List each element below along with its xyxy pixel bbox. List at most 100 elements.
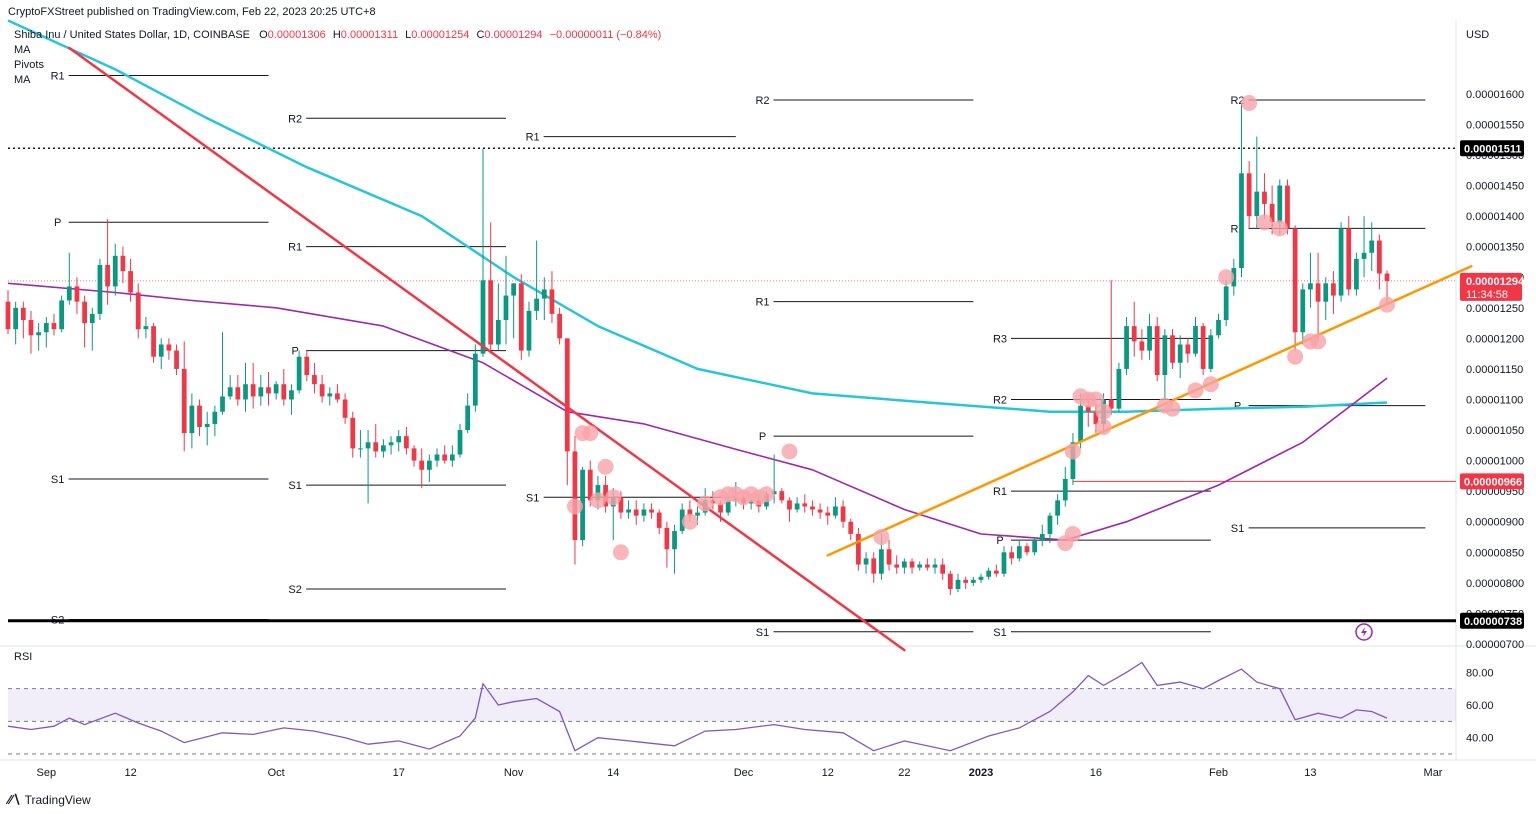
- candle-body: [181, 368, 187, 434]
- candle-body: [335, 393, 340, 400]
- candle-body: [327, 393, 333, 397]
- price-axis[interactable]: 0.000007000.000007500.000008000.00000850…: [1460, 89, 1525, 651]
- candle-body: [158, 344, 164, 357]
- touch-marker: [1087, 391, 1104, 408]
- price-tick-label: 0.00001150: [1466, 364, 1523, 376]
- candle-body: [802, 503, 808, 507]
- candle-body: [840, 506, 846, 522]
- indicator-ma-fast[interactable]: MA: [14, 44, 31, 56]
- candle-body: [549, 289, 555, 314]
- pivot-label: R1: [755, 297, 769, 309]
- ohlc-change: −0.00000011 (−0.84%): [549, 29, 662, 41]
- candle-body: [1162, 335, 1168, 376]
- candle-body: [74, 286, 80, 302]
- time-tick-label: 14: [607, 767, 619, 779]
- candle-body: [794, 503, 800, 510]
- touch-marker: [1379, 296, 1396, 313]
- candle-body: [472, 353, 478, 406]
- tradingview-logo[interactable]: ⁄⁄∖ TradingView: [8, 792, 91, 808]
- candle-body: [863, 558, 869, 565]
- candle-body: [1331, 283, 1336, 296]
- candle-body: [1308, 283, 1313, 290]
- candle-body: [917, 564, 923, 568]
- tradingview-icon: ⁄⁄∖: [8, 792, 21, 807]
- chart-grid: [0, 20, 1536, 761]
- time-tick-label: Feb: [1209, 767, 1228, 779]
- symbol-title[interactable]: Shiba Inu / United States Dollar, 1D, CO…: [14, 29, 251, 41]
- candle-body: [166, 344, 172, 351]
- currency-label: USD: [1466, 29, 1490, 41]
- candle-body: [886, 549, 892, 565]
- candle-body: [649, 509, 654, 513]
- time-tick-label: 13: [1304, 767, 1316, 779]
- candle-body: [587, 469, 593, 501]
- candle-body: [787, 500, 792, 510]
- ohlc-high: H0.00001311: [332, 29, 399, 41]
- touch-marker: [605, 489, 622, 506]
- trendlines[interactable]: [68, 46, 1473, 652]
- indicator-pivots[interactable]: Pivots: [14, 59, 44, 71]
- candle-body: [1338, 228, 1344, 296]
- price-tick-label: 0.00001250: [1466, 303, 1524, 315]
- touch-marker: [758, 486, 775, 503]
- candle-body: [89, 313, 95, 324]
- time-tick-label: 2023: [969, 767, 993, 779]
- candle-body: [135, 292, 141, 330]
- pivot-label: S1: [51, 474, 64, 486]
- price-tag: [1460, 612, 1524, 629]
- candle-body: [1223, 286, 1229, 321]
- rsi-label[interactable]: RSI: [14, 651, 33, 663]
- touch-marker: [1187, 382, 1204, 399]
- touch-marker: [1095, 403, 1112, 420]
- lightning-icon[interactable]: [1355, 623, 1373, 641]
- ma-slow-line: [7, 19, 1388, 413]
- candle-body: [1292, 228, 1298, 333]
- candle-body: [112, 255, 118, 287]
- candle-body: [495, 320, 501, 345]
- price-tick-label: 0.00001400: [1466, 211, 1524, 223]
- candle-body: [1001, 552, 1007, 574]
- rsi-pane: 40.00 60.00 80.00: [7, 661, 1494, 755]
- price-tag-value: 0.00000738: [1464, 616, 1522, 628]
- candle-body: [656, 512, 662, 528]
- touch-marker: [1164, 400, 1181, 417]
- pivot-label: P: [996, 535, 1003, 547]
- downtrend-line: [68, 46, 906, 652]
- candle-body: [427, 460, 432, 470]
- touch-marker: [566, 498, 583, 515]
- candle-body: [978, 576, 984, 580]
- indicator-ma-slow[interactable]: MA: [14, 74, 31, 86]
- price-tick-label: 0.00000900: [1466, 517, 1524, 529]
- touch-marker: [1064, 525, 1081, 542]
- candle-body: [227, 387, 233, 397]
- candle-body: [381, 445, 386, 452]
- candle-body: [243, 384, 248, 400]
- time-tick-label: Mar: [1424, 767, 1443, 779]
- candle-body: [220, 396, 225, 412]
- pivot-label: P: [1234, 401, 1241, 413]
- time-axis[interactable]: Sep 12 Oct 17 Nov 14 Dec 12 22 2023 16 Feb 13 Mar: [37, 767, 1443, 779]
- pivot-label: S2: [288, 584, 301, 596]
- touch-marker: [589, 492, 606, 509]
- ohlc-open: O0.00001306: [259, 29, 326, 41]
- candle-body: [1262, 191, 1267, 204]
- candle-body: [1047, 515, 1053, 534]
- price-tick-label: 0.00000800: [1466, 578, 1524, 590]
- candle-body: [434, 454, 440, 461]
- pivot-label: S1: [526, 492, 539, 504]
- candle-body: [404, 436, 409, 449]
- rsi-tick-label: 60.00: [1466, 700, 1494, 712]
- candle-body: [1216, 320, 1221, 336]
- ohlc-close: C0.00001294: [476, 29, 543, 41]
- candle-body: [1246, 173, 1252, 217]
- touch-marker: [697, 495, 714, 512]
- price-tick-label: 0.00001100: [1466, 394, 1523, 406]
- candle-body: [1254, 191, 1260, 217]
- price-tag: [1460, 140, 1524, 157]
- brand-name: TradingView: [24, 793, 91, 807]
- candle-body: [1185, 344, 1191, 354]
- pivot-label: R2: [288, 113, 302, 125]
- candle-body: [1193, 326, 1198, 354]
- candle-body: [534, 298, 540, 311]
